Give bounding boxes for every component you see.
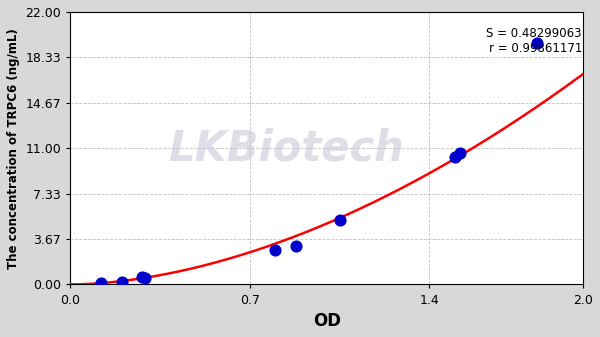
Point <box>140 276 149 281</box>
Point <box>96 280 106 285</box>
Text: LKBiotech: LKBiotech <box>168 127 404 169</box>
Point <box>271 247 280 252</box>
Point <box>450 154 460 160</box>
Point <box>137 274 147 280</box>
X-axis label: OD: OD <box>313 312 341 330</box>
Text: S = 0.48299063
r = 0.99861171: S = 0.48299063 r = 0.99861171 <box>487 27 582 55</box>
Point <box>117 279 127 285</box>
Point <box>455 150 465 156</box>
Point <box>335 217 344 223</box>
Point <box>291 243 301 249</box>
Y-axis label: The concentration of TRPC6 (ng/mL): The concentration of TRPC6 (ng/mL) <box>7 28 20 269</box>
Point <box>532 40 542 45</box>
